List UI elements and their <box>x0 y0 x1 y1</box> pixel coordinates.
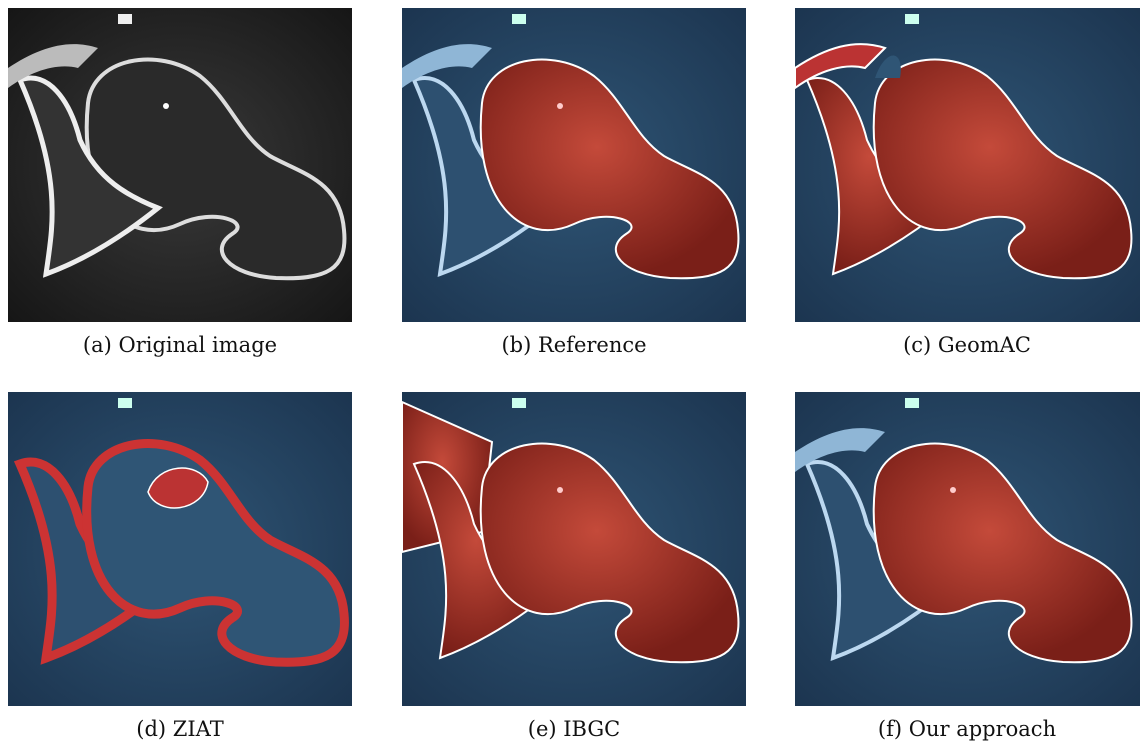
panel-d <box>8 392 352 706</box>
panel-c <box>795 8 1140 322</box>
caption: (c) GeomAC <box>903 333 1031 357</box>
figure: (a) Original image (b) Reference (c) Geo… <box>0 0 1142 747</box>
caption: (d) ZIAT <box>136 717 223 741</box>
caption: (a) Original image <box>83 333 277 357</box>
page: (a) Original image (b) Reference (c) Geo… <box>0 0 1142 747</box>
panel-b <box>402 8 746 322</box>
panel-f <box>795 392 1140 706</box>
caption: (f) Our approach <box>878 717 1056 741</box>
caption: (e) IBGC <box>528 717 620 741</box>
panel-a <box>8 8 352 322</box>
caption: (b) Reference <box>501 333 646 357</box>
panel-e <box>402 392 746 706</box>
